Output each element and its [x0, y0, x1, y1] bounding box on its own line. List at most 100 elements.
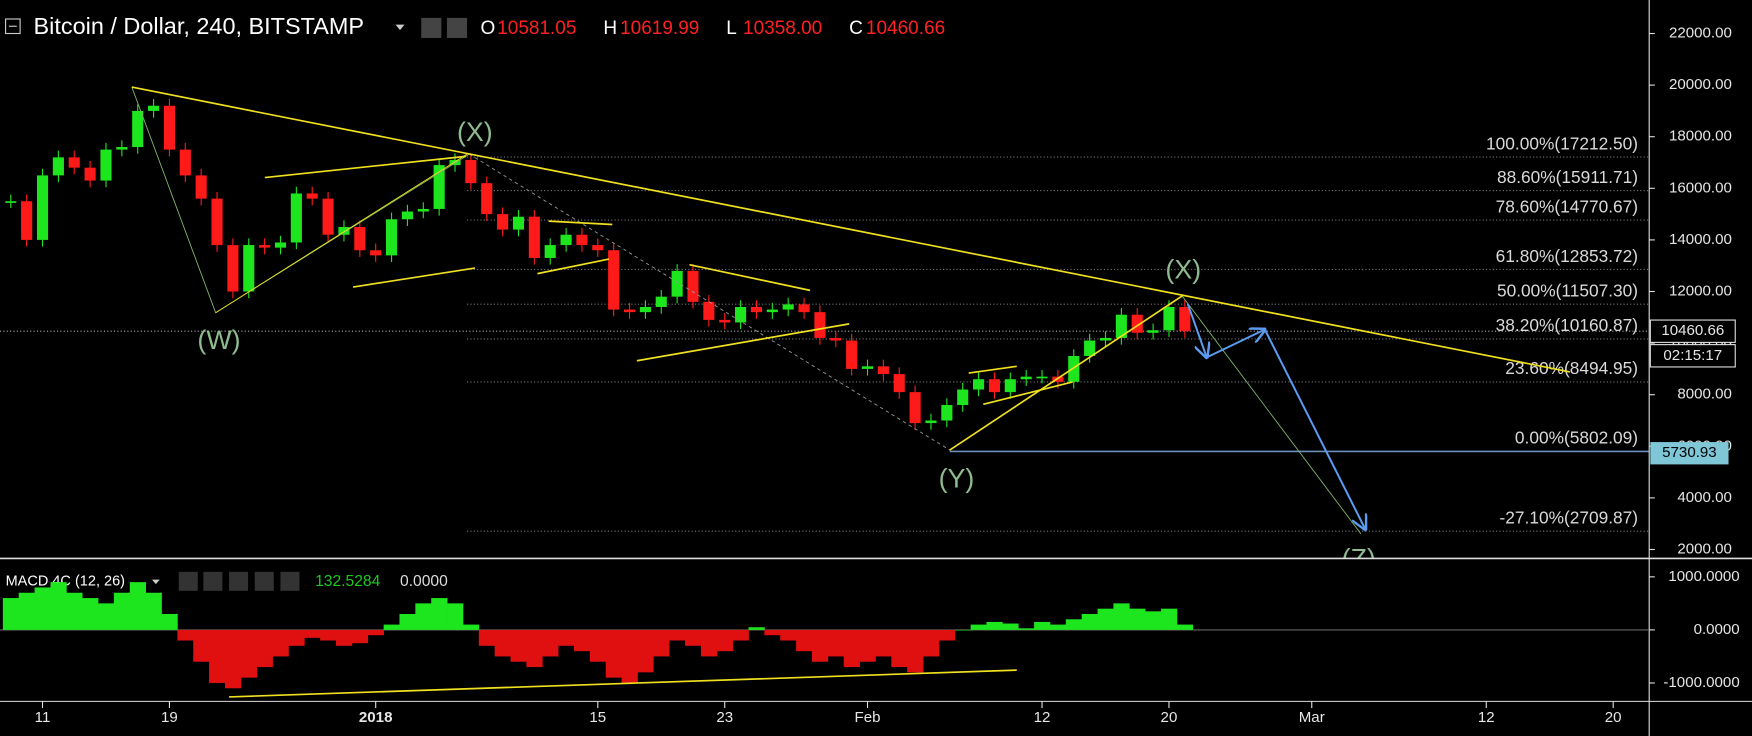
candle [798, 304, 810, 313]
y-tick-label: 2000.00 [1677, 540, 1732, 557]
candle [1115, 314, 1127, 338]
x-tick-label: 12 [1034, 709, 1051, 726]
projection-arrow [1206, 329, 1265, 359]
macd-bar [272, 629, 289, 657]
candle [100, 149, 112, 181]
macd-bar [891, 629, 908, 668]
candle [1163, 306, 1175, 331]
macd-bar [700, 629, 718, 657]
macd-bar [780, 629, 797, 641]
candle [782, 304, 794, 310]
candle [5, 201, 17, 203]
candle [544, 245, 556, 258]
macd-bar [1034, 621, 1051, 630]
wave-label: (W) [197, 325, 240, 355]
trend-line [131, 86, 1571, 373]
candle [893, 374, 905, 393]
fib-label: 61.80%(12853.72) [1496, 246, 1638, 266]
candle [132, 110, 144, 148]
candle [639, 306, 651, 313]
candle [21, 201, 33, 240]
candle [1068, 356, 1080, 382]
macd-bar [494, 629, 511, 657]
candle [877, 366, 889, 375]
macd-bar [351, 629, 369, 644]
macd-signal-value: 0.0000 [400, 573, 448, 590]
macd-bar [1065, 619, 1083, 630]
dropdown-icon[interactable] [151, 579, 160, 585]
wave-label: (Y) [939, 463, 975, 493]
eye-button[interactable] [421, 17, 442, 38]
eye-button[interactable] [178, 571, 198, 591]
candle [592, 245, 604, 251]
macd-bar [1145, 611, 1162, 630]
candle [354, 227, 366, 251]
trend-line [264, 155, 467, 179]
candle [655, 296, 667, 307]
candle [830, 337, 842, 341]
fib-label: 100.00%(17212.50) [1486, 133, 1638, 153]
candle [259, 245, 271, 248]
macd-bar [431, 598, 448, 630]
candle [84, 167, 96, 181]
y-tick-label: 16000.00 [1669, 179, 1732, 196]
candle [52, 157, 64, 176]
candle [1004, 379, 1016, 393]
add-button[interactable] [254, 571, 274, 591]
candle [560, 234, 572, 246]
last-price-label: 10460.66 [1661, 322, 1724, 339]
candle [861, 366, 874, 369]
candle [370, 250, 382, 256]
macd-bar [34, 587, 51, 630]
candle [909, 392, 921, 424]
macd-bar [1081, 613, 1098, 630]
candle [1147, 330, 1159, 333]
settings-button[interactable] [446, 17, 468, 38]
wave-label: (X) [1165, 254, 1201, 284]
candle [179, 149, 191, 176]
collapse-button[interactable] [5, 18, 21, 35]
macd-bar [1113, 603, 1130, 630]
macd-bar [923, 629, 940, 657]
candle [338, 227, 350, 235]
macd-bar [843, 629, 860, 668]
candle [528, 216, 540, 258]
macd-bar [764, 629, 781, 636]
candle [576, 234, 588, 246]
candle [988, 379, 1000, 393]
source-button[interactable] [229, 571, 249, 591]
ohlc-value: 10358.00 [743, 18, 822, 39]
macd-bar [1161, 608, 1178, 630]
y-tick-label: 14000.00 [1669, 231, 1732, 248]
candle [433, 165, 445, 209]
remove-button[interactable] [280, 571, 300, 591]
wave-label: (Z) [1342, 544, 1376, 574]
macd-bar [288, 629, 305, 646]
dropdown-icon[interactable] [395, 24, 405, 31]
macd-bar [193, 629, 210, 662]
y-tick-label: 18000.00 [1669, 128, 1732, 145]
last-price-tag [1649, 319, 1736, 343]
macd-bar [542, 629, 559, 657]
macd-bar [653, 629, 670, 657]
macd-bar [240, 629, 258, 678]
countdown-label: 02:15:17 [1663, 347, 1722, 364]
x-tick-label: 15 [589, 709, 606, 726]
candle [1131, 314, 1143, 333]
macd-bar [907, 629, 924, 673]
settings-button[interactable] [203, 571, 223, 591]
trend-line [983, 381, 1073, 406]
candle [703, 301, 715, 320]
candle [608, 250, 620, 310]
macd-value: 132.5284 [315, 573, 380, 590]
ohlc-label: O [480, 18, 495, 39]
trend-line [352, 267, 476, 288]
macd-bar [796, 629, 813, 652]
macd-bar [1002, 623, 1019, 630]
candle [973, 379, 985, 390]
projection-arrow [1186, 303, 1207, 358]
fib-label: -27.10%(2709.87) [1500, 507, 1638, 527]
candle [417, 208, 429, 212]
y-tick-label: -1000.0000 [1663, 674, 1739, 691]
candle [846, 340, 858, 369]
